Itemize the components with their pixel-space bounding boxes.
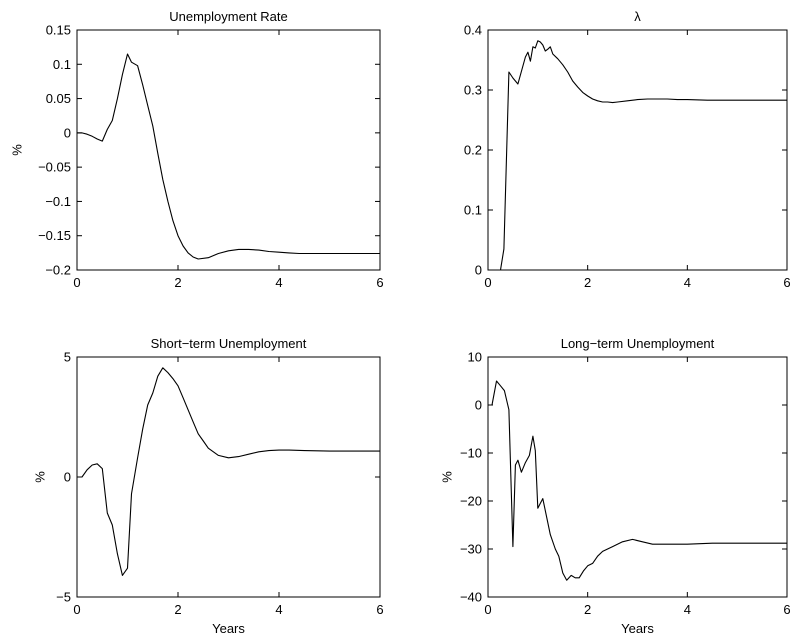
chart-panel-lambda: λ 0 2 4 6 0 0.1 0.2 0.3 0.4 [464, 9, 791, 290]
y-tick-label: 0 [64, 470, 71, 485]
y-tick-label: 0.05 [46, 91, 71, 106]
y-axis-label: % [440, 471, 455, 483]
x-axis-label: Years [212, 621, 245, 636]
x-tick-label: 6 [376, 602, 383, 617]
y-tick-label: 0.1 [53, 57, 71, 72]
y-tick-label: 0.15 [46, 23, 71, 38]
y-tick-label: 0 [475, 398, 482, 413]
plot-area [487, 356, 788, 598]
chart-panel-unemployment-rate: Unemployment Rate % 0 2 4 6 −0.2 −0.15 −0.1 −0.… [10, 9, 384, 290]
x-tick-label: 0 [73, 275, 80, 290]
series-line [499, 40, 787, 271]
chart-panel-short-term-unemployment: Short−term Unemployment % Years 0 2 4 6−505 [33, 336, 384, 636]
y-tick-label: −30 [460, 542, 482, 557]
y-tick-label: 10 [468, 350, 482, 365]
x-tick-label: 6 [783, 602, 790, 617]
plot-area [76, 356, 381, 598]
x-axis-label: Years [621, 621, 654, 636]
y-axis-label: % [10, 144, 25, 156]
y-tick-label: 0.3 [464, 83, 482, 98]
y-tick-label: −40 [460, 590, 482, 605]
x-tick-label: 6 [783, 275, 790, 290]
x-tick-label: 2 [174, 602, 181, 617]
series-line [488, 380, 787, 581]
chart-title: Short−term Unemployment [151, 336, 307, 351]
plot-area [76, 29, 381, 271]
chart-title: λ [634, 9, 641, 24]
x-tick-label: 4 [275, 602, 282, 617]
y-axis-label: % [33, 471, 48, 483]
x-tick-label: 2 [584, 275, 591, 290]
y-tick-label: −0.2 [45, 263, 71, 278]
x-tick-label: 4 [684, 275, 691, 290]
y-tick-label: −0.1 [45, 194, 71, 209]
chart-title: Long−term Unemployment [561, 336, 715, 351]
y-tick-label: 0 [64, 125, 71, 140]
y-tick-label: −20 [460, 494, 482, 509]
x-tick-label: 4 [275, 275, 282, 290]
y-tick-label: 0 [475, 263, 482, 278]
x-tick-label: 0 [73, 602, 80, 617]
series-line [77, 53, 380, 260]
x-tick-label: 6 [376, 275, 383, 290]
series-line [77, 367, 380, 576]
y-tick-label: −5 [56, 590, 71, 605]
x-tick-label: 2 [584, 602, 591, 617]
plot-area [487, 29, 788, 271]
x-tick-label: 2 [174, 275, 181, 290]
y-tick-label: 0.4 [464, 23, 482, 38]
y-tick-label: −0.05 [38, 160, 71, 175]
y-tick-label: 5 [64, 350, 71, 365]
y-tick-label: 0.1 [464, 203, 482, 218]
y-tick-label: 0.2 [464, 143, 482, 158]
x-tick-label: 0 [484, 275, 491, 290]
chart-panel-long-term-unemployment: Long−term Unemployment % Years 0 2 4 6 −40 −3… [440, 336, 791, 636]
y-tick-label: −10 [460, 446, 482, 461]
x-tick-label: 4 [684, 602, 691, 617]
x-tick-label: 0 [484, 602, 491, 617]
chart-title: Unemployment Rate [169, 9, 288, 24]
y-tick-label: −0.15 [38, 228, 71, 243]
